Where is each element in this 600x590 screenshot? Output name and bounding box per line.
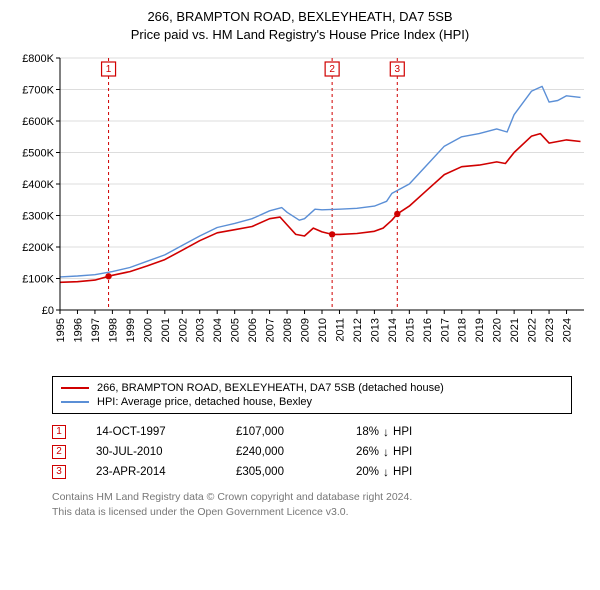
arrow-down-icon: ↓ bbox=[383, 466, 389, 478]
sale-marker: 2 bbox=[52, 445, 66, 459]
svg-text:2002: 2002 bbox=[177, 318, 189, 342]
title-subtitle: Price paid vs. HM Land Registry's House … bbox=[12, 26, 588, 44]
svg-text:1998: 1998 bbox=[107, 318, 119, 342]
svg-text:1997: 1997 bbox=[90, 318, 102, 342]
svg-text:£800K: £800K bbox=[22, 53, 54, 65]
svg-text:£300K: £300K bbox=[22, 211, 54, 223]
sale-diff: 20% ↓ HPI bbox=[356, 466, 476, 478]
sale-date: 23-APR-2014 bbox=[96, 466, 236, 478]
title-block: 266, BRAMPTON ROAD, BEXLEYHEATH, DA7 5SB… bbox=[12, 8, 588, 44]
sale-marker: 1 bbox=[52, 425, 66, 439]
legend: 266, BRAMPTON ROAD, BEXLEYHEATH, DA7 5SB… bbox=[52, 376, 572, 414]
sale-diff-suffix: HPI bbox=[393, 446, 412, 458]
svg-text:£200K: £200K bbox=[22, 242, 54, 254]
sale-row: 1 14-OCT-1997£107,00018% ↓ HPI bbox=[52, 422, 572, 442]
legend-row: 266, BRAMPTON ROAD, BEXLEYHEATH, DA7 5SB… bbox=[61, 381, 563, 395]
svg-text:2001: 2001 bbox=[160, 318, 172, 342]
svg-text:2006: 2006 bbox=[247, 318, 259, 342]
svg-text:2011: 2011 bbox=[334, 318, 346, 342]
svg-text:2016: 2016 bbox=[422, 318, 434, 342]
chart-area: 1 2 3 £0 £100K £200K £300K £400K £500K £600K £700K… bbox=[12, 50, 588, 370]
sale-diff-pct: 20% bbox=[356, 466, 379, 478]
svg-text:2014: 2014 bbox=[387, 318, 399, 342]
svg-text:£700K: £700K bbox=[22, 85, 54, 97]
svg-text:2015: 2015 bbox=[404, 318, 416, 342]
sale-diff: 18% ↓ HPI bbox=[356, 426, 476, 438]
legend-swatch bbox=[61, 387, 89, 389]
sales-table: 1 14-OCT-1997£107,00018% ↓ HPI 2 30-JUL-2010£… bbox=[52, 422, 572, 482]
svg-text:£0: £0 bbox=[42, 305, 54, 317]
svg-text:2: 2 bbox=[329, 64, 335, 75]
chart-svg: 1 2 3 £0 £100K £200K £300K £400K £500K £600K £700K… bbox=[12, 50, 588, 370]
sale-date: 30-JUL-2010 bbox=[96, 446, 236, 458]
svg-text:2003: 2003 bbox=[195, 318, 207, 342]
sale-price: £305,000 bbox=[236, 466, 356, 478]
svg-text:2013: 2013 bbox=[369, 318, 381, 342]
legend-row: HPI: Average price, detached house, Bexl… bbox=[61, 395, 563, 409]
footer-line-1: Contains HM Land Registry data © Crown c… bbox=[52, 490, 572, 504]
sale-diff-pct: 26% bbox=[356, 446, 379, 458]
sale-price: £107,000 bbox=[236, 426, 356, 438]
svg-text:2008: 2008 bbox=[282, 318, 294, 342]
svg-text:1995: 1995 bbox=[55, 318, 67, 342]
attribution-footer: Contains HM Land Registry data © Crown c… bbox=[52, 490, 572, 518]
svg-text:£100K: £100K bbox=[22, 274, 54, 286]
svg-text:2005: 2005 bbox=[230, 318, 242, 342]
legend-label: HPI: Average price, detached house, Bexl… bbox=[97, 396, 312, 408]
svg-text:2020: 2020 bbox=[492, 318, 504, 342]
sale-price: £240,000 bbox=[236, 446, 356, 458]
svg-text:£600K: £600K bbox=[22, 116, 54, 128]
svg-text:1996: 1996 bbox=[72, 318, 84, 342]
arrow-down-icon: ↓ bbox=[383, 446, 389, 458]
svg-text:2007: 2007 bbox=[265, 318, 277, 342]
sale-date: 14-OCT-1997 bbox=[96, 426, 236, 438]
title-address: 266, BRAMPTON ROAD, BEXLEYHEATH, DA7 5SB bbox=[12, 8, 588, 26]
svg-text:3: 3 bbox=[395, 64, 401, 75]
svg-text:£500K: £500K bbox=[22, 148, 54, 160]
footer-line-2: This data is licensed under the Open Gov… bbox=[52, 505, 572, 519]
svg-text:1: 1 bbox=[106, 64, 112, 75]
svg-text:2021: 2021 bbox=[509, 318, 521, 342]
sale-diff-suffix: HPI bbox=[393, 426, 412, 438]
svg-text:2019: 2019 bbox=[474, 318, 486, 342]
svg-text:2024: 2024 bbox=[562, 318, 574, 342]
svg-text:2017: 2017 bbox=[439, 318, 451, 342]
svg-text:2018: 2018 bbox=[457, 318, 469, 342]
svg-text:2010: 2010 bbox=[317, 318, 329, 342]
sale-marker: 3 bbox=[52, 465, 66, 479]
sale-diff: 26% ↓ HPI bbox=[356, 446, 476, 458]
sale-diff-pct: 18% bbox=[356, 426, 379, 438]
legend-label: 266, BRAMPTON ROAD, BEXLEYHEATH, DA7 5SB… bbox=[97, 382, 444, 394]
svg-text:1999: 1999 bbox=[125, 318, 137, 342]
sale-row: 2 30-JUL-2010£240,00026% ↓ HPI bbox=[52, 442, 572, 462]
svg-text:2012: 2012 bbox=[352, 318, 364, 342]
svg-text:2000: 2000 bbox=[142, 318, 154, 342]
sale-diff-suffix: HPI bbox=[393, 466, 412, 478]
svg-text:£400K: £400K bbox=[22, 179, 54, 191]
svg-text:2023: 2023 bbox=[544, 318, 556, 342]
svg-text:2004: 2004 bbox=[212, 318, 224, 342]
chart-container: 266, BRAMPTON ROAD, BEXLEYHEATH, DA7 5SB… bbox=[0, 0, 600, 529]
sale-row: 3 23-APR-2014£305,00020% ↓ HPI bbox=[52, 462, 572, 482]
legend-swatch bbox=[61, 401, 89, 403]
svg-text:2009: 2009 bbox=[300, 318, 312, 342]
arrow-down-icon: ↓ bbox=[383, 426, 389, 438]
svg-text:2022: 2022 bbox=[527, 318, 539, 342]
